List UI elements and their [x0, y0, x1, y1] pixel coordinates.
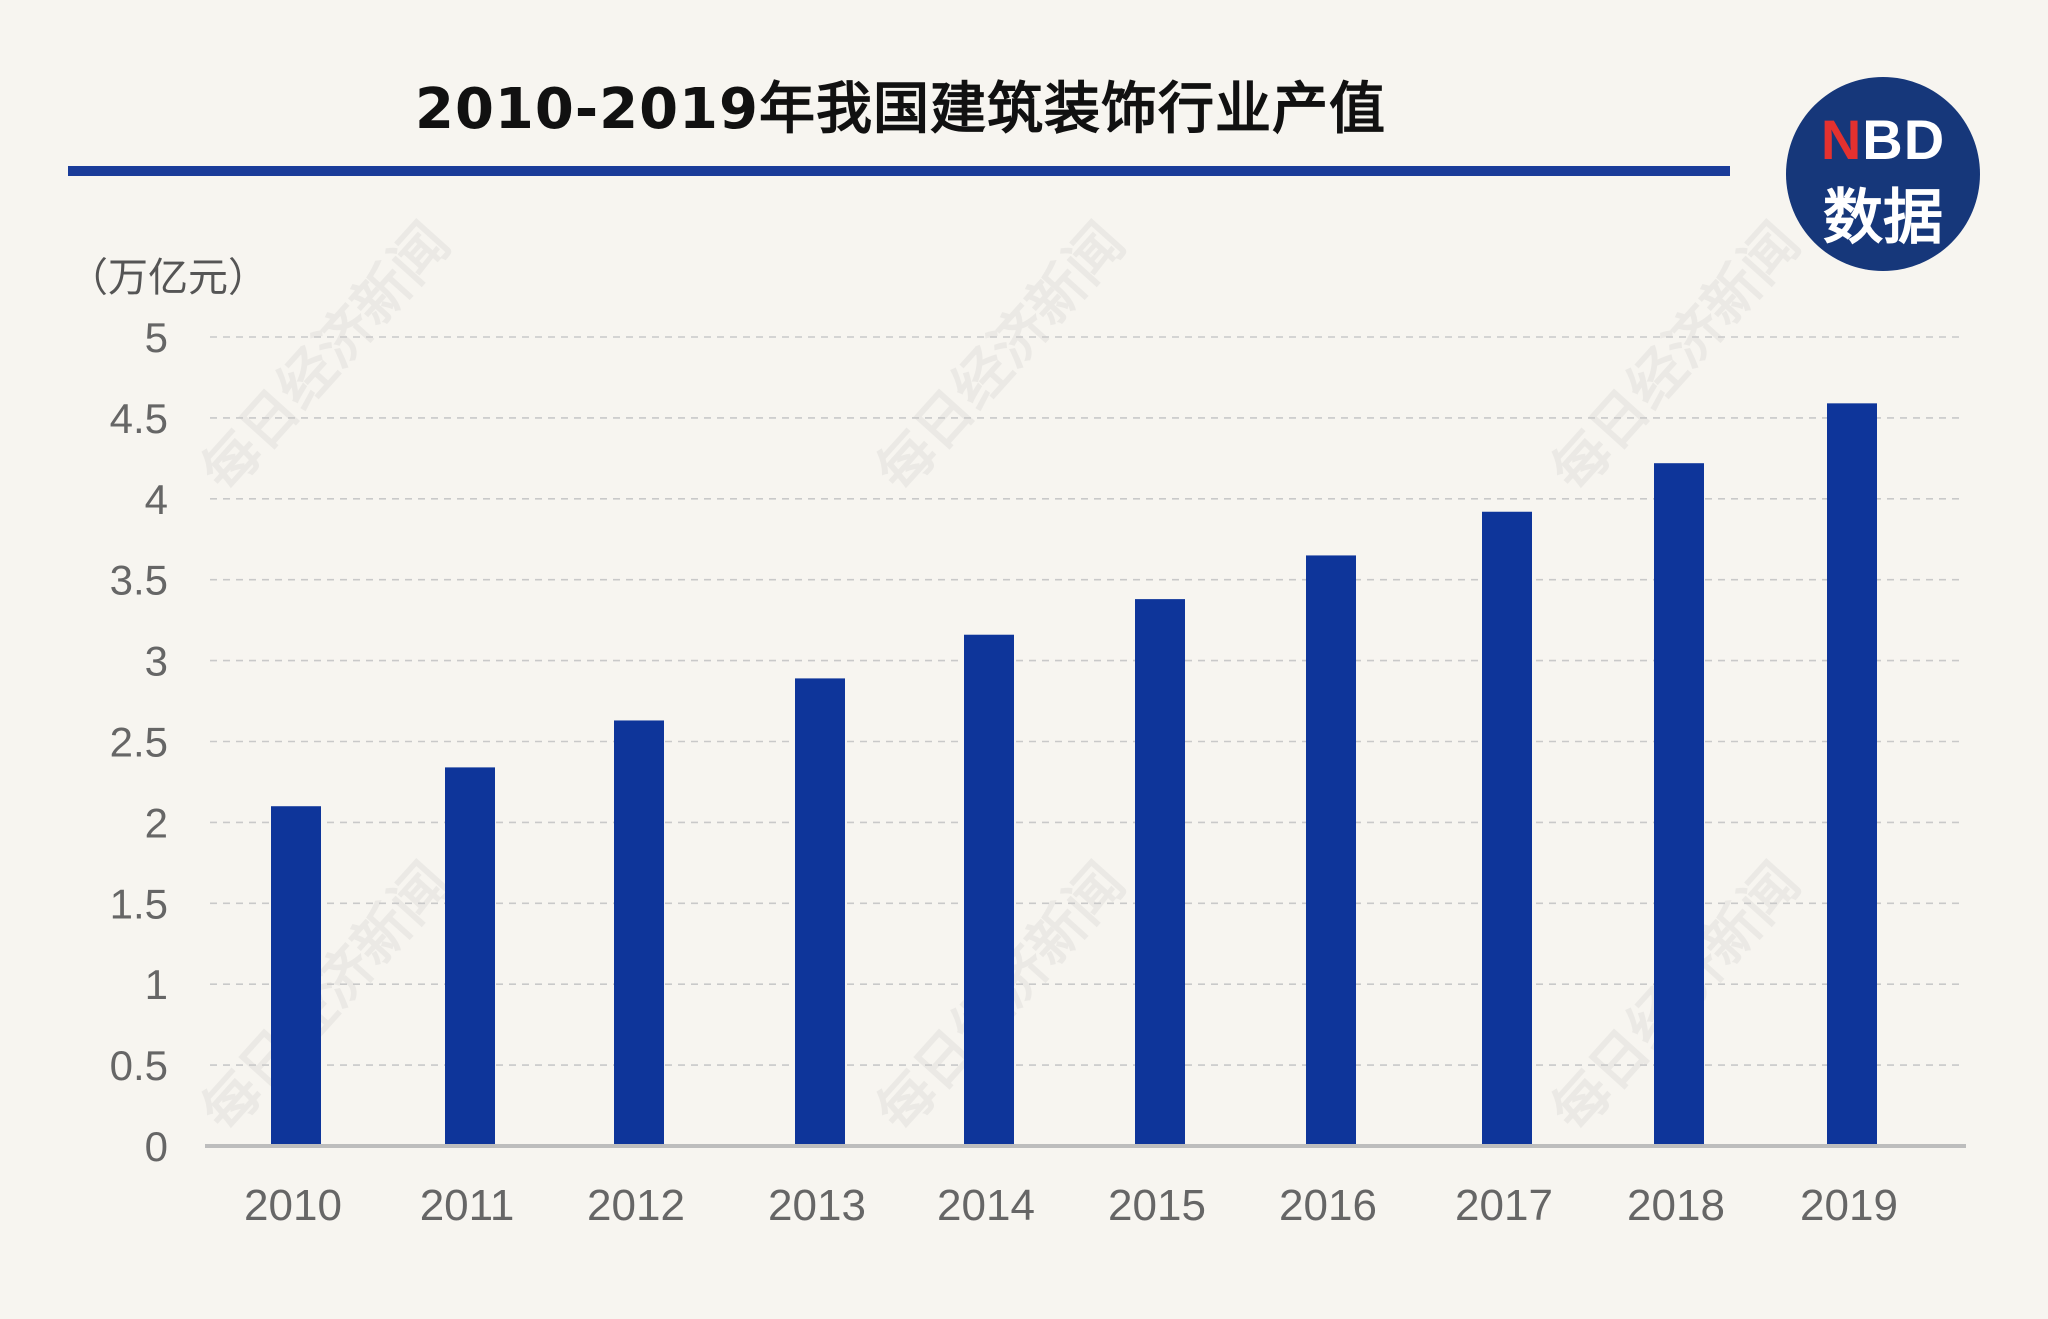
- badge-label: 数据: [1823, 183, 1943, 253]
- badge-logo-n: N: [1820, 108, 1863, 171]
- y-tick-label: 4: [145, 476, 168, 523]
- bar-2012: [614, 720, 664, 1146]
- x-tick-label: 2012: [587, 1181, 685, 1230]
- bar-2017: [1482, 511, 1532, 1146]
- badge-logo-text: NBD: [1786, 107, 1980, 172]
- x-tick-label: 2018: [1627, 1181, 1725, 1230]
- watermark-text: 每日经济新闻: [190, 211, 463, 504]
- bar-2014: [964, 634, 1014, 1146]
- y-tick-label: 3: [145, 638, 168, 685]
- chart-title: 2010-2019年我国建筑装饰行业产值: [415, 77, 1386, 142]
- y-axis-ticks: 0 0.5 1 1.5 2 2.5 3 3.5 4 4.5 5: [110, 314, 168, 1170]
- y-axis-unit-label: （万亿元）: [68, 255, 268, 301]
- y-tick-label: 0.5: [110, 1042, 168, 1089]
- x-axis-ticks: 2010 2011 2012 2013 2014 2015 2016 2017 2018 2019: [244, 1181, 1898, 1230]
- x-tick-label: 2014: [937, 1181, 1035, 1230]
- y-tick-label: 0: [145, 1123, 168, 1170]
- y-tick-label: 2: [145, 799, 168, 846]
- x-tick-label: 2013: [768, 1181, 866, 1230]
- y-tick-label: 1: [145, 961, 168, 1008]
- title-underline: [68, 166, 1730, 176]
- x-tick-label: 2010: [244, 1181, 342, 1230]
- watermark-text: 每日经济新闻: [190, 851, 463, 1144]
- x-tick-label: 2017: [1455, 1181, 1553, 1230]
- y-tick-label: 2.5: [110, 719, 168, 766]
- badge-logo-bd: BD: [1862, 108, 1946, 171]
- x-tick-label: 2019: [1800, 1181, 1898, 1230]
- x-tick-label: 2015: [1108, 1181, 1206, 1230]
- y-tick-label: 5: [145, 314, 168, 361]
- watermark-text: 每日经济新闻: [1540, 211, 1813, 504]
- bar-2018: [1654, 463, 1704, 1147]
- bar-2011: [445, 767, 495, 1146]
- y-tick-label: 4.5: [110, 395, 168, 442]
- watermark-text: 每日经济新闻: [865, 211, 1138, 504]
- bar-2010: [271, 806, 321, 1146]
- x-tick-label: 2016: [1279, 1181, 1377, 1230]
- y-tick-label: 3.5: [110, 557, 168, 604]
- bars: [271, 403, 1877, 1147]
- nbd-data-badge: NBD 数据: [1786, 77, 1980, 271]
- bar-2015: [1135, 599, 1185, 1146]
- bar-2016: [1306, 555, 1356, 1146]
- x-tick-label: 2011: [420, 1181, 515, 1230]
- bar-2013: [795, 678, 845, 1146]
- bar-2019: [1827, 403, 1877, 1146]
- y-tick-label: 1.5: [110, 880, 168, 927]
